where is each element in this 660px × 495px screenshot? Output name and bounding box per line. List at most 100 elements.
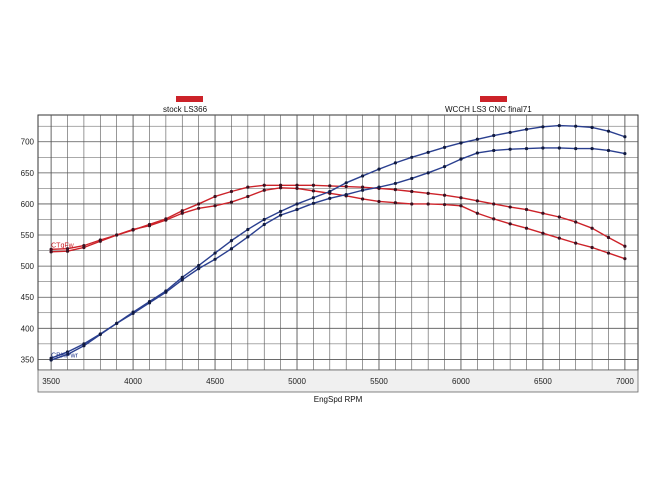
data-point (459, 141, 463, 145)
data-point (524, 226, 529, 230)
data-point (328, 184, 332, 188)
data-point (98, 239, 102, 243)
data-point (426, 202, 430, 206)
data-point (426, 150, 430, 154)
series-tag-label: CTqFw (51, 242, 75, 249)
data-point (311, 189, 316, 193)
data-point (590, 245, 594, 250)
data-point (311, 201, 316, 205)
data-point (475, 151, 479, 155)
data-point (115, 321, 119, 325)
data-point (393, 201, 397, 205)
data-point (475, 137, 479, 141)
data-point (410, 202, 414, 206)
data-point (213, 194, 217, 199)
data-point (557, 123, 561, 128)
data-point (508, 147, 512, 151)
data-point (426, 171, 430, 175)
data-point (131, 310, 135, 314)
legend-swatch (176, 96, 203, 102)
data-point (623, 151, 627, 156)
data-point (229, 200, 234, 204)
x-tick-label: 5500 (370, 377, 388, 386)
data-point (344, 184, 348, 189)
data-point (262, 217, 266, 222)
x-tick-label: 4500 (206, 377, 224, 386)
data-point (180, 211, 184, 215)
data-point (574, 220, 578, 224)
series-tag-label: CBHPwr (51, 353, 79, 360)
x-axis-bar (37, 369, 639, 393)
data-point (410, 155, 414, 159)
data-point (311, 183, 316, 187)
data-point (459, 204, 463, 208)
data-point (508, 222, 512, 226)
data-point (508, 130, 512, 135)
data-point (590, 146, 594, 151)
data-point (623, 244, 627, 248)
data-point (492, 202, 496, 206)
data-point (295, 207, 299, 212)
data-point (574, 241, 578, 245)
data-point (475, 211, 479, 215)
data-point (410, 176, 414, 181)
data-point (377, 167, 381, 171)
y-tick-label: 450 (21, 293, 35, 302)
data-point (344, 181, 348, 185)
data-point (197, 267, 201, 271)
data-point (295, 183, 299, 187)
data-point (393, 181, 397, 186)
series-line (50, 124, 626, 359)
data-point (246, 235, 250, 239)
legend: stock LS366 WCCH LS3 CNC final71 (163, 96, 532, 114)
x-tick-labels: 3500 4000 4500 5000 5500 6000 6500 7000 (42, 377, 634, 386)
x-tick-label: 6500 (534, 377, 552, 386)
data-point (197, 263, 201, 268)
data-point (65, 352, 70, 357)
data-point (426, 191, 430, 195)
data-point (541, 211, 545, 215)
data-point (49, 247, 53, 251)
data-point (360, 188, 365, 192)
data-point (492, 217, 496, 221)
data-point (115, 233, 119, 237)
data-point (606, 129, 611, 133)
data-point (541, 146, 545, 150)
y-tick-label: 350 (21, 355, 35, 364)
data-point (295, 186, 299, 190)
data-point (180, 275, 184, 279)
data-point (311, 196, 316, 200)
data-point (246, 227, 250, 232)
data-point (557, 215, 561, 219)
data-point (492, 148, 496, 153)
series-tags: CTqFw CBHPwr (51, 242, 79, 359)
data-point (442, 145, 447, 149)
data-point (574, 124, 578, 128)
data-point (295, 202, 299, 206)
data-point (541, 125, 545, 129)
y-tick-label: 700 (21, 138, 35, 147)
data-point (65, 247, 70, 251)
data-point (262, 183, 266, 187)
data-point (606, 251, 611, 255)
data-point (229, 239, 234, 243)
data-point (360, 174, 365, 178)
data-point (82, 245, 86, 250)
data-point (328, 196, 332, 200)
legend-label: stock LS366 (163, 105, 208, 114)
grid (38, 115, 638, 370)
data-point (246, 194, 250, 199)
x-tick-label: 7000 (616, 377, 634, 386)
data-point (524, 127, 529, 131)
data-point (180, 278, 184, 282)
series-line (51, 187, 626, 260)
data-point (393, 161, 397, 165)
data-point (606, 148, 611, 153)
data-point (442, 202, 447, 207)
y-tick-label: 550 (21, 231, 35, 240)
plot-area (37, 114, 639, 371)
data-point (360, 185, 365, 189)
data-point (262, 188, 266, 192)
data-point (279, 186, 283, 190)
